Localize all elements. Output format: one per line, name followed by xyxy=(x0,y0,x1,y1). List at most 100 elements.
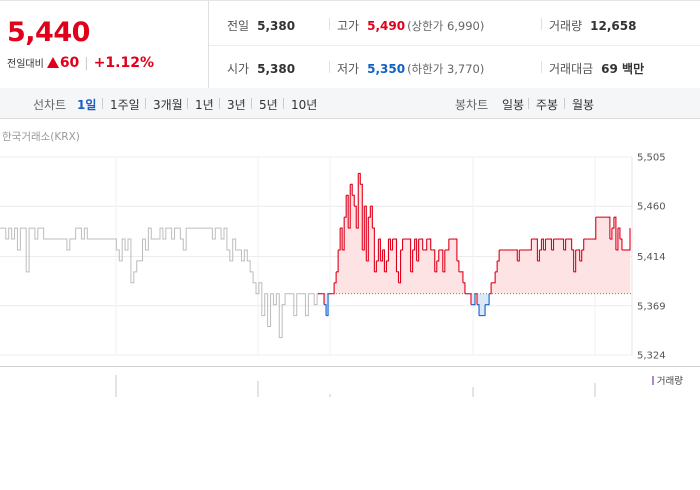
tab-daily-candle[interactable]: 일봉 xyxy=(502,98,525,112)
today-line-segment xyxy=(366,217,369,262)
divider xyxy=(219,98,220,109)
tab-5year[interactable]: 5년 xyxy=(259,98,278,112)
today-line-segment xyxy=(376,239,379,262)
tab-1week[interactable]: 1주일 xyxy=(110,98,140,112)
tab-3year[interactable]: 3년 xyxy=(227,98,246,112)
today-line-segment xyxy=(609,228,613,240)
area-fill xyxy=(440,249,444,294)
today-line-segment xyxy=(340,227,343,250)
area-fill xyxy=(420,239,423,294)
today-line-segment xyxy=(483,304,486,317)
area-fill xyxy=(599,217,603,294)
today-line-segment xyxy=(593,217,597,240)
tab-1day[interactable]: 1일 xyxy=(77,98,97,112)
area-fill xyxy=(378,239,381,294)
area-fill xyxy=(460,271,464,294)
tab-3month[interactable]: 3개월 xyxy=(153,98,183,112)
area-fill xyxy=(354,206,357,294)
today-line-segment xyxy=(420,238,424,250)
price-chart: 5,505 5,460 5,414 5,369 5,324 한국거래소(KRX) xyxy=(0,119,700,366)
area-fill xyxy=(625,249,629,294)
area-fill xyxy=(402,239,405,294)
today-line-segment xyxy=(354,205,357,229)
area-fill xyxy=(511,249,514,294)
area-fill xyxy=(392,239,395,294)
today-line-segment xyxy=(384,260,387,273)
tab-10year[interactable]: 10년 xyxy=(291,98,318,112)
area-fill xyxy=(436,260,440,294)
tab-1year[interactable]: 1년 xyxy=(195,98,214,112)
area-fill xyxy=(591,239,595,294)
candle-chart-label: 봉차트 xyxy=(455,98,489,112)
area-fill xyxy=(456,260,460,294)
area-fill xyxy=(565,239,568,294)
today-line-segment xyxy=(497,249,500,262)
area-fill xyxy=(372,228,375,294)
today-line-segment xyxy=(517,249,520,262)
divider xyxy=(528,98,529,109)
area-fill xyxy=(601,217,605,294)
today-line-segment xyxy=(372,227,375,272)
area-fill xyxy=(503,249,506,294)
area-fill xyxy=(384,271,387,294)
today-line-segment xyxy=(396,271,400,283)
area-fill xyxy=(412,249,415,294)
area-fill xyxy=(390,249,393,294)
area-fill xyxy=(505,249,508,294)
area-fill xyxy=(348,228,351,294)
today-line-segment xyxy=(468,293,472,305)
area-fill xyxy=(483,293,486,316)
y-tick-label: 5,369 xyxy=(637,301,666,312)
today-line-segment xyxy=(571,249,575,272)
today-line-segment xyxy=(442,249,446,273)
today-line-segment xyxy=(577,249,581,261)
open-value: 5,380 xyxy=(257,62,296,76)
area-fill xyxy=(374,271,377,294)
area-fill xyxy=(587,239,591,294)
area-fill xyxy=(607,217,611,294)
today-line-segment xyxy=(495,260,498,273)
area-fill xyxy=(507,249,510,294)
today-line-segment xyxy=(338,228,341,251)
y-tick-label: 5,460 xyxy=(637,202,666,213)
today-line-segment xyxy=(342,217,345,251)
low-label: 저가 xyxy=(337,62,360,76)
today-line-segment xyxy=(617,227,621,240)
today-line-segment xyxy=(541,238,544,250)
tab-monthly-candle[interactable]: 월봉 xyxy=(572,98,595,112)
today-line-segment xyxy=(398,249,402,284)
today-line-segment xyxy=(416,239,420,262)
area-fill xyxy=(472,293,476,305)
area-fill xyxy=(527,249,530,294)
today-line-segment xyxy=(579,249,583,262)
today-line-segment xyxy=(410,249,414,273)
area-fill xyxy=(537,260,540,294)
prev-close: 전일 5,380 xyxy=(227,17,295,34)
area-fill xyxy=(410,271,413,294)
area-fill xyxy=(497,260,500,294)
today-line-segment xyxy=(390,239,394,251)
area-fill xyxy=(563,249,566,294)
area-fill xyxy=(462,282,466,294)
prev-close-value: 5,380 xyxy=(257,19,296,33)
area-fill xyxy=(499,249,502,294)
tab-weekly-candle[interactable]: 주봉 xyxy=(536,98,559,112)
y-tick-label: 5,324 xyxy=(637,351,666,362)
change-label: 전일대비 xyxy=(7,59,44,70)
volume-legend: 거래량 xyxy=(651,373,683,387)
area-fill xyxy=(517,260,520,294)
today-line-segment xyxy=(334,271,337,284)
area-fill xyxy=(603,217,607,294)
area-fill xyxy=(609,239,613,294)
today-line-segment xyxy=(428,238,432,250)
open-label: 시가 xyxy=(227,62,250,76)
today-line-segment xyxy=(573,249,577,273)
today-line-segment xyxy=(563,239,567,251)
today-line-segment xyxy=(561,238,565,250)
today-line-segment xyxy=(424,239,428,251)
area-fill xyxy=(589,239,593,294)
area-fill xyxy=(481,293,484,316)
today-line-segment xyxy=(358,172,361,185)
up-arrow-icon xyxy=(46,57,59,68)
today-line-segment xyxy=(440,249,444,272)
